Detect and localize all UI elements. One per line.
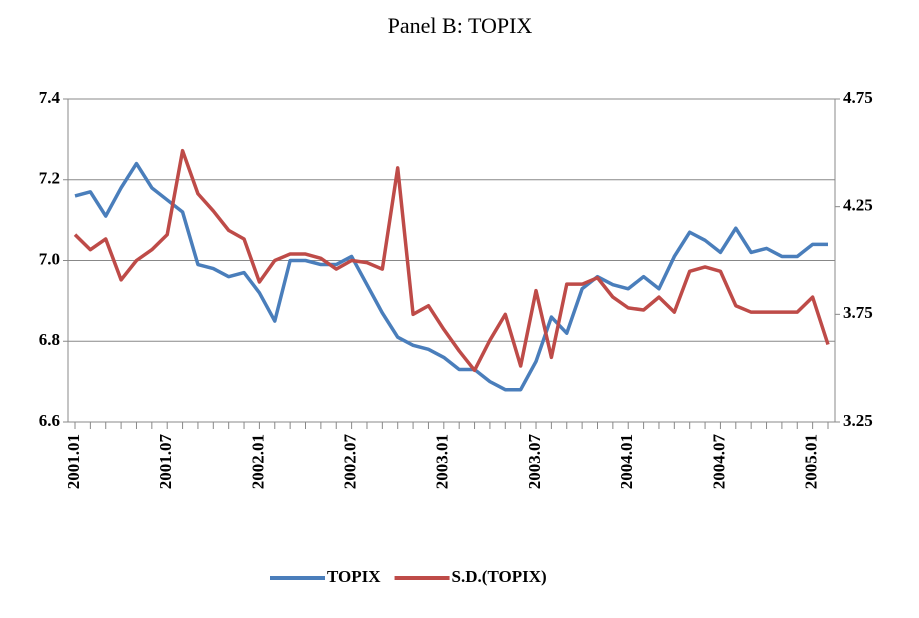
x-tick-label: 2001.07 xyxy=(156,434,175,490)
y-tick-label: 6.8 xyxy=(39,330,60,349)
y2-tick-label: 3.75 xyxy=(843,303,873,322)
legend-label: TOPIX xyxy=(327,567,381,586)
x-tick-label: 2005.01 xyxy=(802,434,821,489)
x-tick-label: 2004.07 xyxy=(709,434,728,490)
legend-label: S.D.(TOPIX) xyxy=(452,567,547,586)
x-tick-label: 2002.01 xyxy=(248,434,267,489)
y2-tick-label: 3.25 xyxy=(843,411,873,430)
y-tick-label: 6.6 xyxy=(39,411,60,430)
x-tick-label: 2003.01 xyxy=(433,434,452,489)
series-line xyxy=(73,148,830,373)
y-tick-label: 7.0 xyxy=(39,249,60,268)
y2-tick-label: 4.25 xyxy=(843,196,873,215)
x-tick-label: 2001.01 xyxy=(64,434,83,489)
y2-tick-label: 4.75 xyxy=(843,88,873,107)
x-tick-label: 2003.07 xyxy=(525,434,544,490)
series-line xyxy=(74,161,828,392)
x-tick-label: 2004.01 xyxy=(617,434,636,489)
x-tick-label: 2002.07 xyxy=(341,434,360,490)
y-tick-label: 7.2 xyxy=(39,169,60,188)
chart-title: Panel B: TOPIX xyxy=(388,13,533,38)
y-tick-label: 7.4 xyxy=(39,88,61,107)
